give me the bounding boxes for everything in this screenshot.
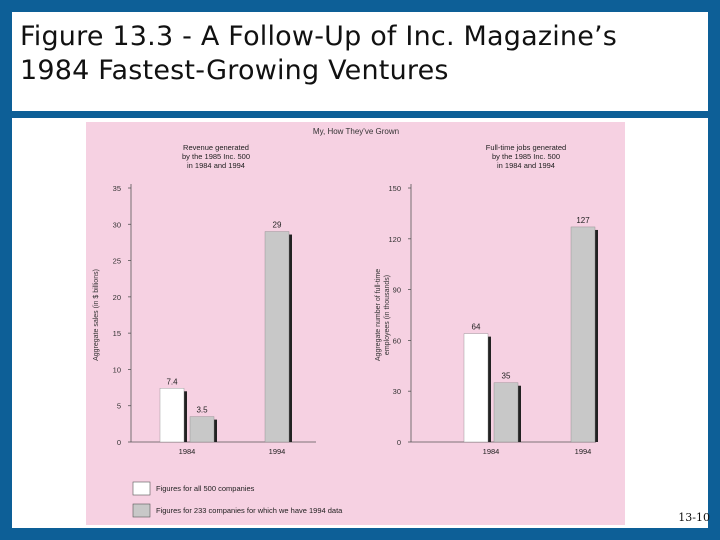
y-axis-label-line: employees (in thousands) — [384, 275, 391, 355]
slide-title-line-1: Figure 13.3 - A Follow-Up of Inc. Magazi… — [20, 21, 618, 52]
chart-title-line: by the 1985 Inc. 500 — [492, 152, 560, 161]
y-tick-label: 120 — [388, 235, 401, 244]
chart-title-line: in 1984 and 1994 — [497, 161, 555, 170]
y-tick-label: 15 — [113, 329, 121, 338]
bar-233-1984 — [493, 382, 519, 443]
data-label: 35 — [502, 372, 511, 381]
y-tick-label: 20 — [113, 293, 121, 302]
legend: Figures for all 500 companies Figures for… — [132, 481, 343, 518]
legend-label: Figures for 233 companies for which we h… — [156, 506, 343, 515]
figure-heading: My, How They've Grown — [313, 127, 399, 136]
y-tick-label: 30 — [393, 387, 401, 396]
legend-swatch — [132, 481, 151, 496]
figure-panel: My, How They've Grown Revenue generated b… — [86, 122, 625, 525]
data-label: 64 — [472, 323, 481, 332]
y-axis-label-line: Aggregate number of full-time — [375, 269, 382, 361]
y-tick-label: 0 — [117, 438, 121, 447]
chart-title-line: by the 1985 Inc. 500 — [182, 152, 250, 161]
title-divider — [12, 111, 708, 118]
x-tick-label: 1994 — [575, 447, 592, 456]
bar-233-1984 — [189, 416, 215, 443]
y-tick-label: 60 — [393, 336, 401, 345]
y-tick-label: 10 — [113, 365, 121, 374]
slide-title: Figure 13.3 - A Follow-Up of Inc. Magazi… — [20, 20, 680, 88]
x-tick-label: 1984 — [179, 447, 196, 456]
chart-title-line: in 1984 and 1994 — [187, 161, 245, 170]
bar-233-1994 — [264, 231, 290, 443]
x-tick-label: 1994 — [269, 447, 286, 456]
data-label: 7.4 — [166, 377, 178, 386]
y-tick-label: 5 — [117, 402, 121, 411]
bar-all-500-1984 — [463, 333, 489, 443]
y-tick-label: 25 — [113, 257, 121, 266]
y-tick-label: 90 — [393, 286, 401, 295]
y-tick-label: 35 — [113, 184, 121, 193]
figure-svg: My, How They've Grown Revenue generatedb… — [93, 127, 598, 518]
y-tick-label: 0 — [397, 438, 401, 447]
bar-all-500-1984 — [159, 388, 185, 443]
legend-swatch — [132, 503, 151, 518]
chart-title-line: Full-time jobs generated — [486, 143, 566, 152]
bar-233-1994 — [570, 226, 596, 443]
x-tick-label: 1984 — [483, 447, 500, 456]
chart-title-line: Revenue generated — [183, 143, 249, 152]
data-label: 29 — [273, 221, 282, 230]
slide-title-line-2: 1984 Fastest-Growing Ventures — [20, 55, 449, 86]
page-number: 13-10 — [678, 511, 710, 524]
y-tick-label: 30 — [113, 220, 121, 229]
data-label: 3.5 — [196, 406, 208, 415]
data-label: 127 — [576, 216, 590, 225]
y-axis-label: Aggregate sales (in $ billions) — [93, 269, 100, 361]
legend-label: Figures for all 500 companies — [156, 484, 255, 493]
y-tick-label: 150 — [388, 184, 401, 193]
